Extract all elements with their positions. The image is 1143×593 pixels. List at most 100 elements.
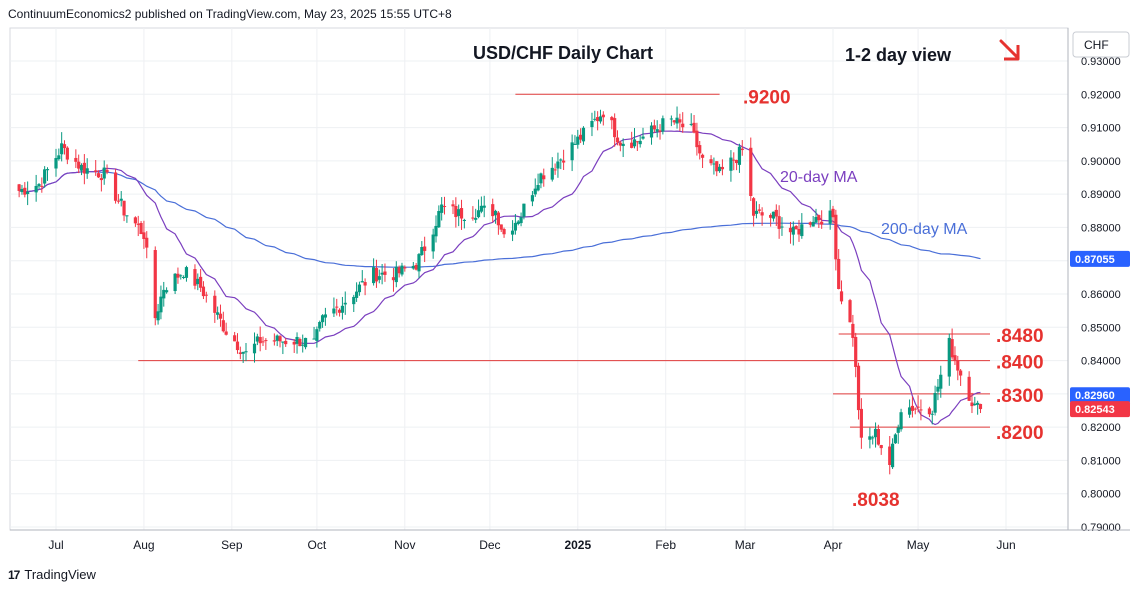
candle: [916, 395, 920, 413]
candle: [241, 351, 245, 363]
candle: [105, 164, 109, 175]
candle: [817, 214, 821, 228]
candle: [530, 190, 535, 207]
candle: [791, 221, 795, 246]
candle: [632, 128, 637, 149]
candle: [423, 236, 427, 263]
candle: [771, 211, 776, 222]
candle: [927, 406, 932, 418]
candle: [156, 303, 160, 325]
candle: [173, 273, 177, 295]
candle: [516, 220, 520, 226]
candle: [740, 140, 744, 156]
candle: [649, 122, 654, 145]
candle: [99, 174, 103, 192]
x-tick-label: Jul: [48, 538, 63, 552]
candle: [831, 205, 835, 225]
candle: [797, 219, 801, 242]
price-tag-last: 0.82543: [1070, 401, 1130, 418]
candle: [411, 261, 415, 270]
candle: [973, 396, 977, 406]
candle: [939, 365, 943, 398]
y-tick-label: 0.89000: [1081, 189, 1121, 201]
candle: [153, 246, 157, 326]
candle: [839, 280, 844, 305]
candle: [837, 249, 841, 290]
candle: [23, 182, 27, 198]
candle: [255, 333, 259, 346]
candle: [204, 291, 208, 303]
candle: [734, 159, 739, 171]
candle: [579, 128, 583, 144]
candle: [848, 298, 852, 323]
candle: [695, 122, 699, 156]
candle: [652, 119, 656, 133]
candlesticks: [17, 106, 983, 475]
candle: [113, 168, 118, 204]
candle: [536, 173, 540, 192]
level-label: .8038: [852, 490, 900, 511]
y-tick-label: 0.84000: [1081, 356, 1121, 368]
candle: [440, 197, 444, 221]
candle: [275, 334, 279, 347]
candle: [851, 314, 855, 347]
candle: [82, 154, 86, 185]
candle: [556, 152, 560, 178]
currency-box[interactable]: [1072, 31, 1130, 58]
x-tick-label: Dec: [479, 538, 500, 552]
candle: [360, 270, 364, 283]
candle: [320, 314, 325, 328]
level-label: .8200: [996, 423, 1044, 444]
candle: [213, 290, 217, 323]
candle: [179, 274, 183, 280]
candle: [899, 408, 903, 432]
candle: [888, 435, 892, 475]
candle: [394, 261, 398, 288]
candle: [800, 213, 804, 239]
candle: [116, 194, 120, 204]
candle: [340, 296, 345, 320]
candle: [811, 215, 815, 227]
candle: [431, 228, 435, 259]
candle: [712, 157, 716, 175]
candle: [720, 159, 725, 176]
candle: [893, 433, 898, 444]
candle: [122, 200, 126, 222]
candle: [301, 334, 305, 353]
candle: [471, 206, 475, 221]
candle: [323, 307, 328, 326]
candle: [17, 183, 21, 198]
plot-area: [9, 27, 1069, 531]
candle: [493, 209, 498, 224]
candle: [658, 124, 662, 140]
candle: [454, 197, 458, 228]
candle: [581, 126, 586, 145]
candle: [675, 106, 679, 129]
candle: [133, 216, 138, 227]
candle: [499, 224, 503, 232]
candle: [218, 304, 223, 327]
candle: [828, 199, 832, 230]
candle: [510, 220, 515, 242]
candle: [749, 137, 753, 202]
candle: [868, 427, 872, 449]
candle: [45, 167, 50, 181]
candle: [950, 328, 954, 360]
candle: [374, 259, 379, 288]
candle: [26, 181, 30, 206]
candle: [919, 399, 923, 421]
candle: [681, 112, 685, 133]
candle: [621, 138, 625, 158]
candle: [252, 332, 257, 363]
candle: [757, 204, 761, 214]
candle: [397, 265, 401, 278]
publisher-line: ContinuumEconomics2 published on Trading…: [8, 7, 452, 21]
candle: [77, 154, 81, 174]
tradingview-footer[interactable]: 17 TradingView: [8, 567, 96, 582]
candle: [519, 212, 523, 227]
candle: [199, 269, 203, 292]
x-tick-label: Nov: [394, 538, 415, 552]
candle: [754, 201, 759, 219]
candle: [54, 148, 58, 177]
